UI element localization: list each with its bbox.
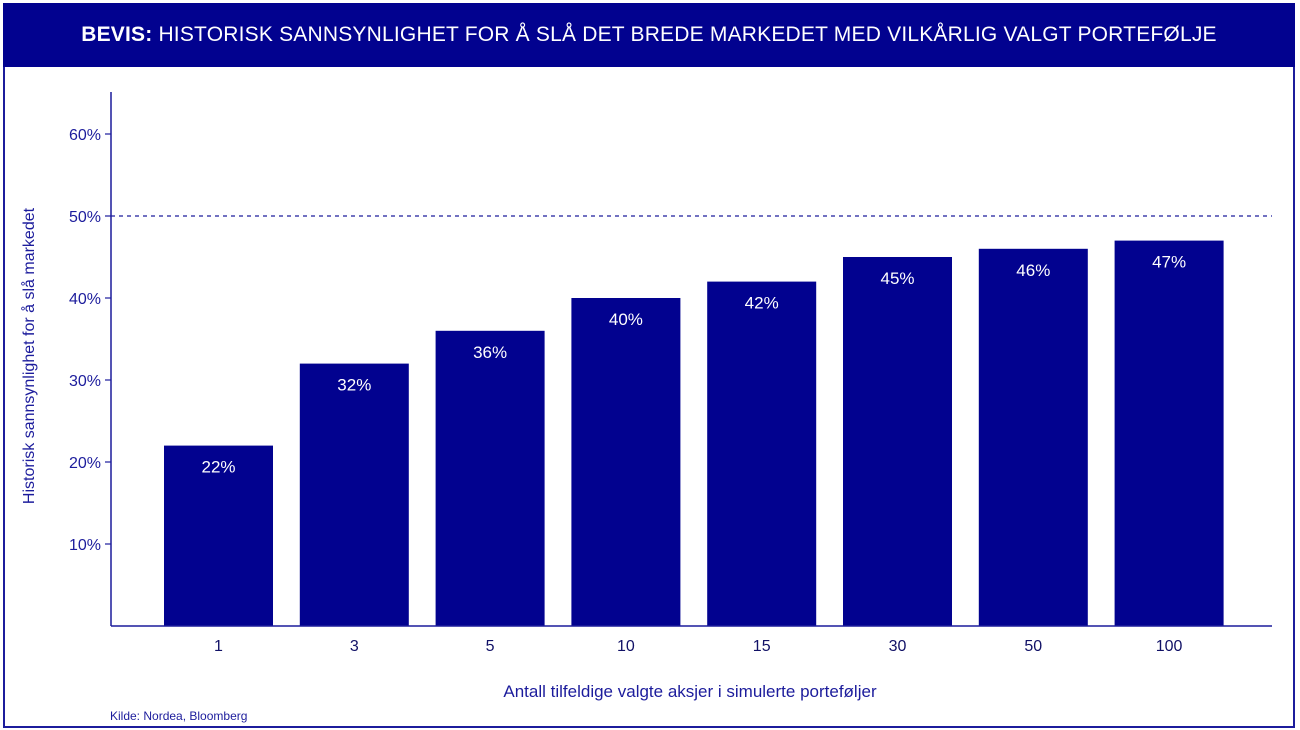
bar [978,248,1088,627]
header-title: HISTORISK SANNSYNLIGHET FOR Å SLÅ DET BR… [158,23,1217,46]
bar [435,330,545,626]
bar [299,363,409,626]
chart-header: BEVIS: HISTORISK SANNSYNLIGHET FOR Å SLÅ… [3,3,1295,67]
y-axis-ticks: 10% 20% 30% 40% 50% 60% [69,127,111,554]
x-tick-label: 1 [214,638,223,655]
y-tick-label: 60% [69,127,101,144]
bar-value-label: 42% [745,294,779,313]
bar [707,281,817,626]
y-tick-label: 10% [69,537,101,554]
bar [843,257,952,626]
y-tick-label: 30% [69,373,101,390]
source-note: Kilde: Nordea, Bloomberg [110,709,248,723]
y-axis-label: Historisk sannsynlighet for å slå marked… [20,207,38,504]
bar [1114,240,1224,626]
x-axis-label: Antall tilfeldige valgte aksjer i simule… [503,682,877,701]
x-tick-label: 15 [753,638,771,655]
bar [571,298,681,626]
bar-value-label: 36% [473,343,507,362]
header-prefix: BEVIS: [81,23,153,46]
x-tick-label: 50 [1024,638,1042,655]
bar-value-label: 45% [880,269,914,288]
y-tick-label: 40% [69,291,101,308]
x-axis-ticks: 1 3 5 10 15 30 50 100 [214,638,1182,655]
bar-value-label: 32% [337,376,371,395]
y-tick-label: 50% [69,209,101,226]
x-tick-label: 10 [617,638,635,655]
bars-group: 22% 32% 36% 40% 42% 45% 46% 47% [164,240,1224,627]
bar-value-label: 22% [201,458,235,477]
bar [164,445,273,626]
bar-value-label: 40% [609,310,643,329]
bar-value-label: 47% [1152,253,1186,272]
x-tick-label: 3 [350,638,359,655]
x-tick-label: 5 [486,638,495,655]
y-tick-label: 20% [69,455,101,472]
bar-value-label: 46% [1016,261,1050,280]
x-tick-label: 30 [889,638,907,655]
x-tick-label: 100 [1156,638,1183,655]
